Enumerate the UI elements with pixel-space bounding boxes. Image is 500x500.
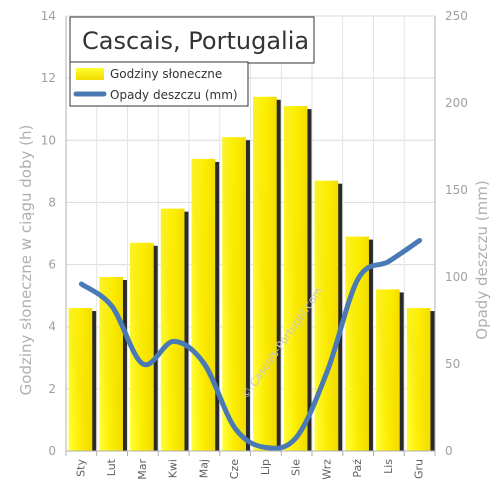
y-tick-label: 0 bbox=[48, 444, 56, 458]
x-tick-label: Sie bbox=[290, 459, 303, 476]
bar bbox=[283, 106, 312, 451]
y2-tick-label: 200 bbox=[445, 96, 468, 110]
bar-shine bbox=[160, 208, 185, 451]
y-tick-label: 6 bbox=[48, 258, 56, 272]
y-tick-labels: 0 2 4 6 8 10 12 14 bbox=[41, 9, 56, 458]
y2-tick-labels: 0 50 100 150 200 250 bbox=[445, 9, 468, 458]
bar-shine bbox=[130, 242, 154, 451]
y2-tick-label: 50 bbox=[445, 357, 460, 371]
watermark: © Cascais-Portugal.com bbox=[239, 285, 326, 401]
x-tick-label: Lis bbox=[382, 459, 395, 474]
legend-label-sunshine: Godziny słoneczne bbox=[110, 67, 222, 81]
bar bbox=[68, 308, 97, 451]
x-tick-label: Lip bbox=[259, 459, 272, 475]
chart-title-box: Cascais, Portugalia bbox=[69, 16, 315, 64]
bars bbox=[68, 96, 435, 452]
bar bbox=[99, 277, 127, 451]
y-axis-title: Godziny słoneczne w ciągu doby (h) bbox=[17, 125, 35, 396]
y-tick-label: 12 bbox=[41, 71, 56, 85]
bar-shine bbox=[283, 106, 308, 451]
y-tick-label: 2 bbox=[48, 382, 56, 396]
chart-title: Cascais, Portugalia bbox=[82, 27, 309, 55]
bar bbox=[191, 158, 220, 451]
y-tick-label: 4 bbox=[48, 320, 56, 334]
bar bbox=[253, 96, 281, 452]
x-tick-label: Cze bbox=[228, 459, 241, 479]
x-tick-label: Paź bbox=[351, 459, 364, 478]
bar-shine bbox=[376, 289, 400, 451]
bar bbox=[222, 137, 250, 451]
x-tick-label: Maj bbox=[197, 459, 210, 478]
bar bbox=[406, 308, 435, 451]
rainfall-line bbox=[78, 237, 423, 451]
bar-shine bbox=[68, 308, 93, 451]
bar bbox=[130, 242, 158, 451]
y2-tick-label: 0 bbox=[445, 444, 453, 458]
bar-shine bbox=[406, 308, 431, 451]
bar-shine bbox=[253, 96, 277, 452]
y2-tick-label: 250 bbox=[445, 9, 468, 23]
y2-tick-label: 100 bbox=[445, 270, 468, 284]
x-tick-label: Kwi bbox=[167, 459, 180, 478]
legend: Godziny słoneczne Opady deszczu (mm) bbox=[69, 61, 249, 107]
legend-label-rainfall: Opady deszczu (mm) bbox=[110, 88, 238, 102]
bar bbox=[376, 289, 404, 451]
y2-axis-title: Opady deszczu (mm) bbox=[473, 180, 491, 339]
x-tick-labels: Sty Lut Mar Kwi Maj Cze Lip Sie Wrz Paź Lis Gru bbox=[74, 458, 425, 479]
rainfall-line-path bbox=[78, 237, 423, 451]
legend-swatch-sunshine bbox=[76, 68, 104, 80]
x-tick-label: Gru bbox=[413, 459, 426, 479]
y-tick-label: 10 bbox=[41, 133, 56, 147]
bar-shine bbox=[191, 158, 216, 451]
axes bbox=[65, 15, 436, 456]
bar-shine bbox=[314, 180, 339, 451]
x-tick-label: Mar bbox=[136, 459, 149, 480]
bar-shine bbox=[222, 137, 246, 451]
x-tick-label: Wrz bbox=[320, 459, 333, 480]
x-tick-label: Sty bbox=[74, 459, 87, 477]
x-tick-label: Lut bbox=[105, 458, 118, 476]
y2-tick-label: 150 bbox=[445, 183, 468, 197]
bar bbox=[160, 208, 189, 451]
y-tick-label: 14 bbox=[41, 9, 56, 23]
bar bbox=[314, 180, 343, 451]
y-tick-label: 8 bbox=[48, 195, 56, 209]
